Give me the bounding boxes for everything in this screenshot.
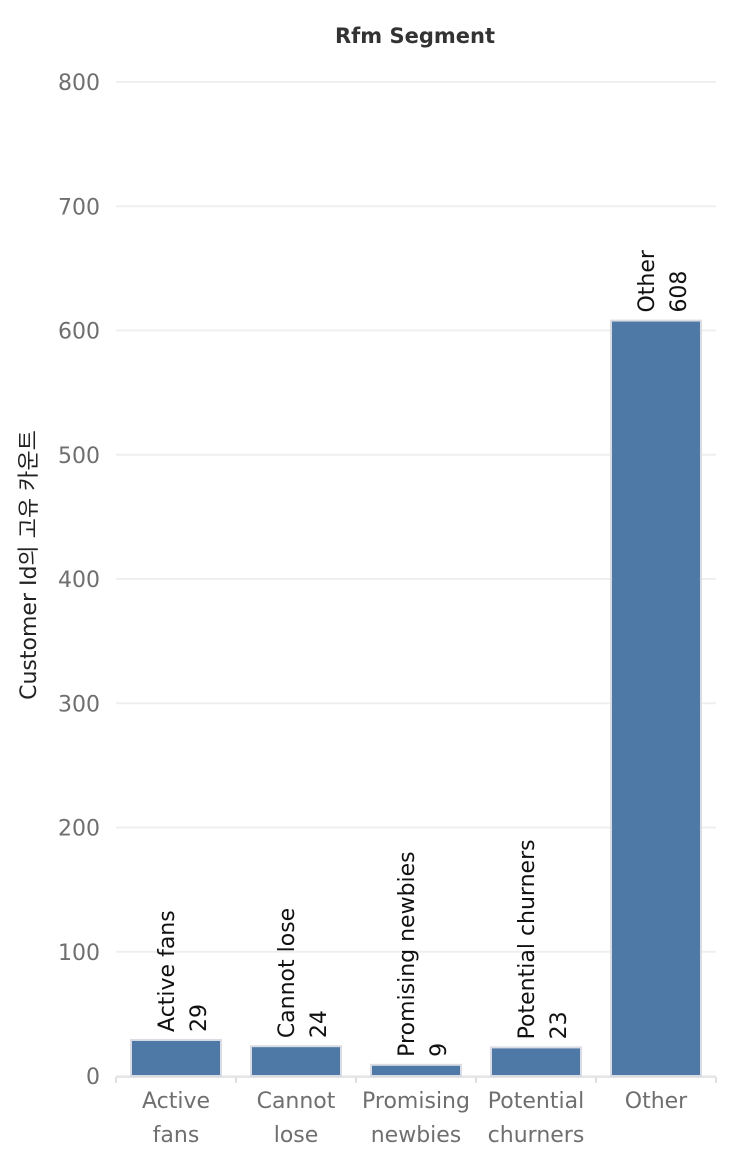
- bar-data-label-name: Cannot lose: [275, 908, 300, 1038]
- x-tick-label: Potential churners: [488, 1089, 585, 1148]
- bar-data-label: Promising newbies 9: [395, 851, 452, 1056]
- bar-data-label-value: 29: [187, 1004, 212, 1032]
- bar-data-label: Potential churners 23: [515, 839, 572, 1039]
- bar-data-label-value: 608: [667, 271, 692, 313]
- y-tick-label: 800: [58, 71, 100, 96]
- y-tick-label: 300: [58, 692, 100, 717]
- bar: [250, 1045, 342, 1078]
- x-tick-label: Active fans: [142, 1089, 210, 1148]
- bar: [370, 1063, 462, 1078]
- y-tick-label: 400: [58, 568, 100, 593]
- bar-data-label-name: Other: [635, 249, 660, 312]
- x-tick-label: Cannot lose: [257, 1089, 336, 1148]
- bar-data-label: Cannot lose 24: [275, 908, 332, 1038]
- bar: [130, 1038, 222, 1078]
- x-tick-label-line: newbies: [371, 1123, 462, 1148]
- y-axis-label: Customer Id의 고유 카운트: [17, 430, 42, 700]
- x-tick-label-line: Other: [625, 1089, 688, 1114]
- y-tick-label: 500: [58, 444, 100, 469]
- x-tick-label: Promising newbies: [362, 1089, 470, 1148]
- bar-data-label-value: 23: [547, 1011, 572, 1039]
- bar-data-label-name: Promising newbies: [395, 851, 420, 1056]
- x-tick-label-line: Cannot: [257, 1089, 336, 1114]
- y-tick-labels: 0 100 200 300 400 500 600 700 800: [58, 71, 100, 1090]
- x-tick-labels: Active fans Cannot lose Promising newbies Pote…: [142, 1089, 688, 1148]
- x-tick-label: Other: [625, 1089, 688, 1114]
- y-tick-label: 600: [58, 320, 100, 345]
- data-label-layer: Active fans 29 Cannot lose 24 Promising newb…: [155, 249, 692, 1057]
- bar-data-label: Other 608: [635, 249, 692, 312]
- y-tick-label: 700: [58, 195, 100, 220]
- bar: [610, 319, 702, 1077]
- y-tick-label: 200: [58, 817, 100, 842]
- bar-data-label: Active fans 29: [155, 910, 212, 1032]
- x-tick-label-line: Promising: [362, 1089, 470, 1114]
- x-tick-label-line: Active: [142, 1089, 210, 1114]
- bar-data-label-value: 24: [307, 1010, 332, 1038]
- bar-data-label-name: Active fans: [155, 910, 180, 1032]
- x-tick-label-line: Potential: [488, 1089, 584, 1114]
- x-tick-label-line: lose: [274, 1123, 319, 1148]
- x-tick-label-line: churners: [488, 1123, 585, 1148]
- x-tick-label-line: fans: [153, 1123, 200, 1148]
- bar-data-label-value: 9: [427, 1043, 452, 1057]
- y-tick-label: 100: [58, 941, 100, 966]
- bar: [490, 1046, 582, 1077]
- bar-layer: [130, 319, 702, 1078]
- y-tick-label: 0: [86, 1065, 100, 1090]
- chart-title: Rfm Segment: [335, 24, 495, 48]
- bar-data-label-name: Potential churners: [515, 839, 540, 1039]
